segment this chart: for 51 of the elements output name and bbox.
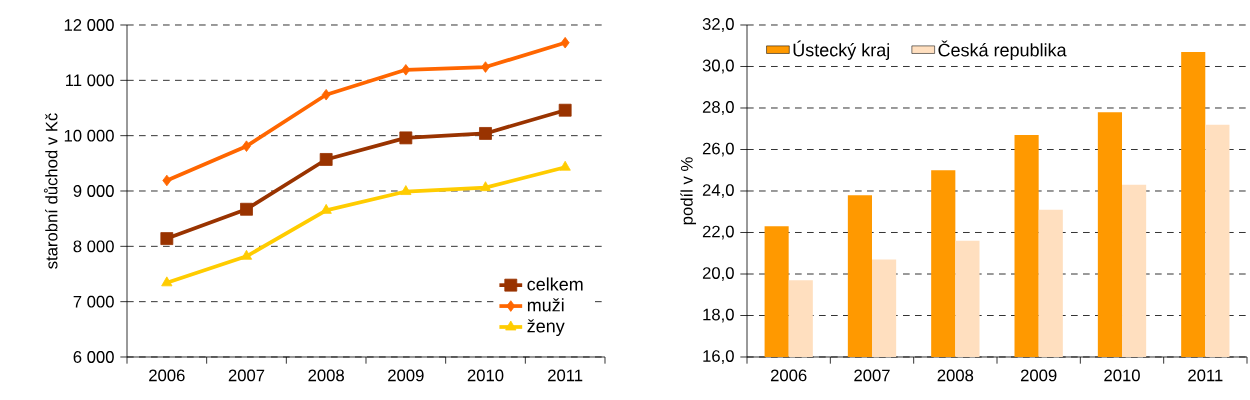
point [160, 232, 174, 245]
y-axis-title: podíl v % [680, 157, 697, 225]
y-tick-label: 30,0 [702, 59, 734, 74]
point [399, 131, 413, 145]
x-tick-label: 2007 [854, 369, 890, 382]
x-tick-label: 2008 [308, 369, 344, 382]
legend-label: celkem [527, 277, 583, 291]
y-tick-label: 12 000 [64, 19, 114, 31]
x-tick-label: 2009 [388, 369, 424, 382]
y-tick-label: 10 000 [64, 129, 114, 142]
y-tick-label: 22,0 [702, 225, 734, 240]
point [240, 249, 253, 260]
y-tick-label: 16,0 [703, 350, 734, 364]
point [559, 160, 571, 171]
y-tick-label: 18,0 [703, 308, 734, 323]
x-tick-label: 2008 [937, 369, 974, 382]
x-tick-label: 2011 [1188, 369, 1223, 382]
y-axis-title: starobní důchod v Kč [43, 113, 58, 269]
point [162, 174, 172, 187]
x-tick-label: 2006 [149, 369, 185, 382]
y-tick-label: 20,0 [702, 267, 734, 281]
point [319, 153, 333, 166]
legend-label: Ústecký kraj [793, 40, 890, 60]
y-tick-label: 26,0 [702, 142, 734, 157]
y-tick-label: 11 000 [66, 74, 114, 87]
point [161, 276, 173, 287]
y-tick-label: 28,0 [702, 101, 734, 115]
x-tick-label: 2007 [228, 369, 265, 382]
x-tick-label: 2010 [467, 369, 504, 382]
y-tick-label: 32,0 [702, 18, 734, 32]
y-tick-label: 8 000 [73, 240, 114, 253]
legend-label: muži [527, 298, 564, 312]
point [479, 181, 492, 192]
y-tick-label: 6 000 [73, 351, 114, 363]
legend-label: ženy [527, 319, 565, 337]
x-tick-label: 2010 [1104, 369, 1140, 382]
point [560, 36, 570, 49]
point [558, 103, 572, 117]
point [240, 202, 253, 216]
point [242, 140, 251, 152]
point [321, 88, 331, 101]
y-tick-label: 7 000 [73, 295, 114, 308]
x-tick-label: 2011 [548, 369, 583, 382]
legend-label: Česká republika [938, 40, 1067, 61]
x-tick-label: 2009 [1020, 369, 1057, 382]
point [479, 127, 492, 140]
y-tick-label: 24,0 [702, 184, 734, 198]
point [481, 61, 490, 73]
point [400, 185, 412, 195]
x-tick-label: 2006 [770, 369, 807, 382]
y-tick-label: 9 000 [73, 185, 114, 197]
